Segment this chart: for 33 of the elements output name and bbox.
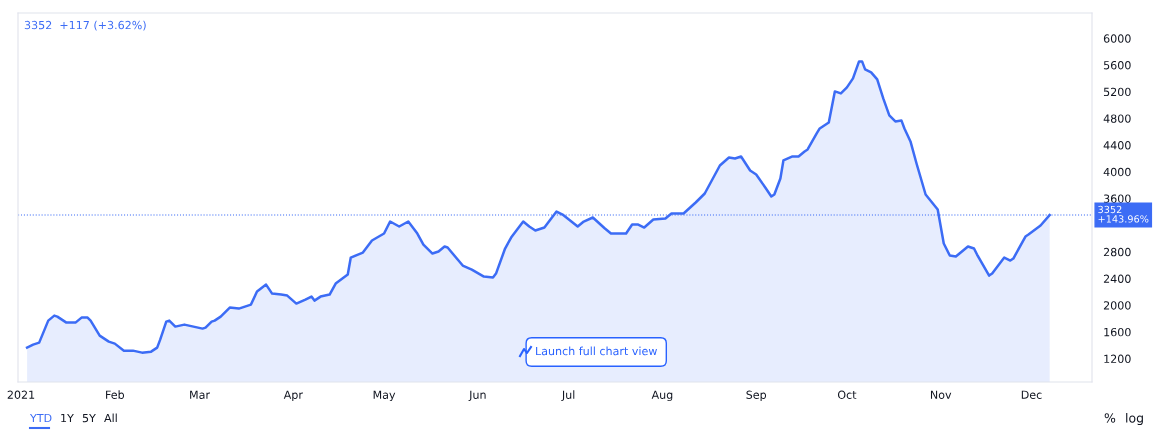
text: % — [1104, 413, 1116, 423]
y-tick-label: 4400 — [1103, 141, 1131, 150]
x-tick-label: Sep — [746, 390, 767, 402]
y-tick-label: 2000 — [1103, 301, 1131, 310]
x-tick-label: Apr — [283, 390, 303, 402]
annotation: 3352 +117 (+3.62%) — [24, 20, 146, 31]
x-tick-label: Nov — [930, 390, 952, 399]
x-tick-label: Oct — [837, 390, 857, 399]
x-tick-label: Jul — [561, 390, 575, 401]
ref-line-label: 3352 +143.96% — [1098, 205, 1149, 223]
x-tick-label: 2021 — [7, 390, 35, 399]
annotation: Launch full chart view — [536, 346, 657, 356]
x-tick-label: Mar — [190, 390, 210, 399]
y-tick-label: 5600 — [1103, 61, 1131, 70]
x-tick-label: Feb — [106, 390, 125, 399]
y-tick-label: 2800 — [1103, 247, 1131, 257]
y-tick-label: 4800 — [1103, 114, 1131, 123]
text: 5Y — [82, 413, 96, 423]
y-tick-label: 1200 — [1104, 354, 1131, 364]
y-tick-label: 1600 — [1104, 327, 1131, 337]
y-tick-label: 3600 — [1103, 194, 1131, 203]
text: 1Y — [61, 413, 74, 423]
x-tick-label: Dec — [1021, 390, 1042, 399]
text: log — [1126, 412, 1143, 426]
x-tick-label: May — [373, 390, 396, 402]
y-tick-label: 6000 — [1103, 34, 1131, 43]
text: YTD — [29, 413, 52, 423]
x-tick-label: Aug — [651, 390, 673, 402]
y-tick-label: 2400 — [1103, 274, 1131, 283]
x-tick-label: Jun — [468, 390, 486, 401]
y-tick-label: 5200 — [1103, 87, 1131, 97]
y-tick-label: 4000 — [1103, 167, 1131, 177]
text: All — [104, 413, 117, 423]
